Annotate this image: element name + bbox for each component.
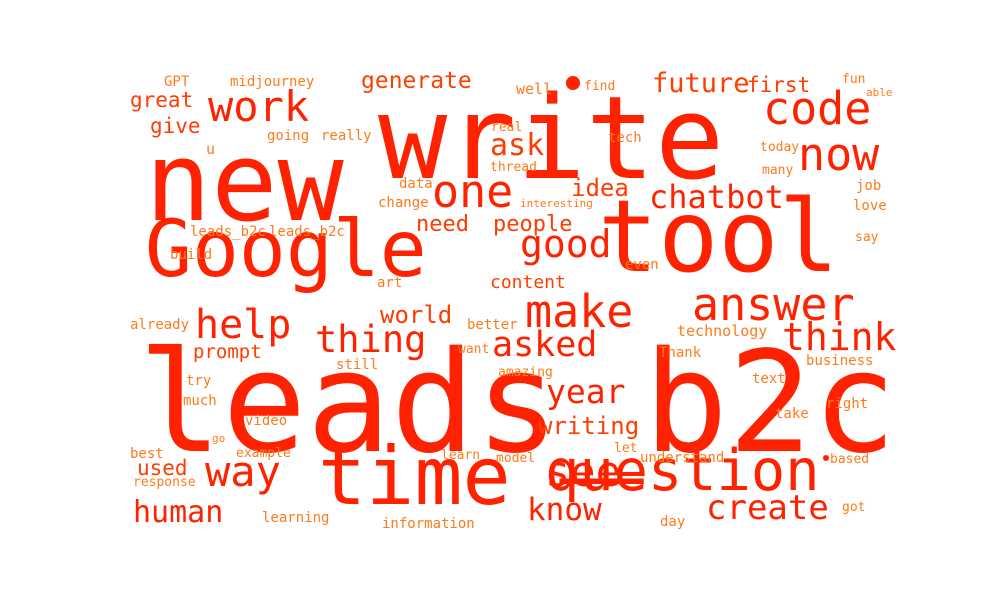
cloud-word: one bbox=[432, 165, 513, 218]
cloud-word: help bbox=[195, 302, 291, 348]
cloud-word: content bbox=[490, 272, 566, 293]
cloud-word: data bbox=[399, 176, 433, 192]
cloud-word: right bbox=[826, 396, 868, 412]
dot-glyph bbox=[566, 76, 580, 90]
cloud-word: example bbox=[236, 446, 291, 461]
cloud-word: able bbox=[866, 86, 893, 99]
cloud-word: create bbox=[706, 488, 829, 528]
cloud-word: much bbox=[183, 393, 217, 409]
cloud-word: chatbot bbox=[649, 178, 784, 216]
cloud-word: really bbox=[321, 128, 372, 144]
cloud-word: thing bbox=[315, 318, 426, 361]
cloud-word: make bbox=[525, 285, 633, 338]
cloud-word: ask bbox=[490, 128, 544, 163]
cloud-word: leads_b2c bbox=[269, 224, 345, 240]
cloud-word: people bbox=[493, 212, 572, 237]
cloud-word: day bbox=[660, 514, 685, 530]
cloud-word: still bbox=[336, 357, 378, 373]
cloud-word: prompt bbox=[193, 341, 262, 363]
cloud-word: u bbox=[206, 140, 215, 158]
cloud-word: got bbox=[842, 500, 865, 515]
cloud-word: leads_b2c bbox=[138, 322, 897, 485]
cloud-word: question bbox=[545, 438, 820, 504]
cloud-word: see bbox=[545, 447, 621, 496]
cloud-word: art bbox=[377, 275, 402, 291]
cloud-word: try bbox=[186, 373, 211, 389]
cloud-word: human bbox=[133, 495, 223, 530]
cloud-word: new bbox=[145, 118, 344, 246]
cloud-word: take bbox=[775, 406, 809, 422]
cloud-word: today bbox=[760, 140, 799, 155]
cloud-word: think bbox=[782, 315, 897, 359]
cloud-word: GPT bbox=[164, 74, 190, 90]
cloud-word: great bbox=[130, 88, 193, 112]
cloud-word: leads_b2c bbox=[190, 224, 266, 240]
cloud-word: give bbox=[150, 114, 201, 138]
cloud-word: video bbox=[245, 413, 287, 429]
cloud-word: understand bbox=[640, 450, 724, 466]
cloud-word: way bbox=[205, 447, 281, 496]
cloud-word: world bbox=[380, 301, 452, 329]
cloud-word: know bbox=[527, 492, 602, 528]
cloud-word: love bbox=[853, 198, 887, 214]
cloud-word: year bbox=[546, 372, 625, 411]
cloud-word: thread bbox=[490, 160, 537, 175]
cloud-word: idea bbox=[571, 174, 629, 202]
cloud-word: learn bbox=[441, 448, 480, 463]
cloud-word: business bbox=[806, 353, 873, 369]
cloud-word: real bbox=[491, 120, 522, 135]
cloud-word: information bbox=[382, 516, 475, 532]
cloud-word: future bbox=[652, 68, 750, 99]
cloud-word: asked bbox=[492, 325, 597, 365]
cloud-word: Google bbox=[145, 205, 427, 295]
cloud-word: better bbox=[467, 317, 518, 333]
cloud-word: want bbox=[458, 342, 489, 357]
cloud-word: already bbox=[130, 317, 189, 333]
cloud-word: need bbox=[416, 212, 469, 237]
cloud-word: answer bbox=[692, 278, 855, 331]
cloud-word: even bbox=[625, 257, 659, 273]
cloud-word: best bbox=[130, 446, 164, 462]
cloud-word: build bbox=[170, 247, 212, 263]
cloud-word: now bbox=[798, 128, 880, 181]
cloud-word: technology bbox=[677, 322, 767, 340]
cloud-word: generate bbox=[361, 68, 472, 94]
cloud-word: Thank bbox=[659, 345, 702, 361]
cloud-word: let bbox=[614, 441, 637, 456]
cloud-word: based bbox=[830, 452, 869, 467]
cloud-word: fun bbox=[842, 72, 865, 87]
cloud-word: many bbox=[762, 163, 793, 178]
cloud-word: text bbox=[752, 371, 786, 387]
cloud-word: write bbox=[378, 72, 724, 206]
cloud-word: say bbox=[855, 230, 879, 245]
cloud-word: learning bbox=[262, 510, 329, 526]
cloud-word: going bbox=[267, 128, 309, 144]
cloud-word: tool bbox=[598, 178, 839, 295]
cloud-word: well bbox=[516, 80, 552, 98]
cloud-word: model bbox=[496, 451, 535, 466]
cloud-word: first bbox=[747, 73, 810, 97]
cloud-word: midjourney bbox=[230, 74, 314, 90]
cloud-word: go bbox=[212, 432, 225, 445]
cloud-word: work bbox=[208, 82, 309, 131]
cloud-word: used bbox=[137, 456, 188, 480]
cloud-word: writing bbox=[538, 412, 639, 440]
cloud-word: time bbox=[318, 430, 511, 523]
cloud-word: code bbox=[763, 82, 871, 135]
cloud-word: good bbox=[520, 222, 612, 266]
cloud-word: job bbox=[856, 178, 881, 194]
cloud-word: tech bbox=[608, 130, 642, 146]
dot-glyph bbox=[823, 455, 829, 461]
cloud-word: response bbox=[133, 475, 196, 490]
cloud-word: amazing bbox=[498, 365, 553, 380]
cloud-word: interesting bbox=[520, 197, 593, 210]
cloud-word: change bbox=[378, 195, 429, 211]
cloud-word: find bbox=[584, 79, 615, 94]
